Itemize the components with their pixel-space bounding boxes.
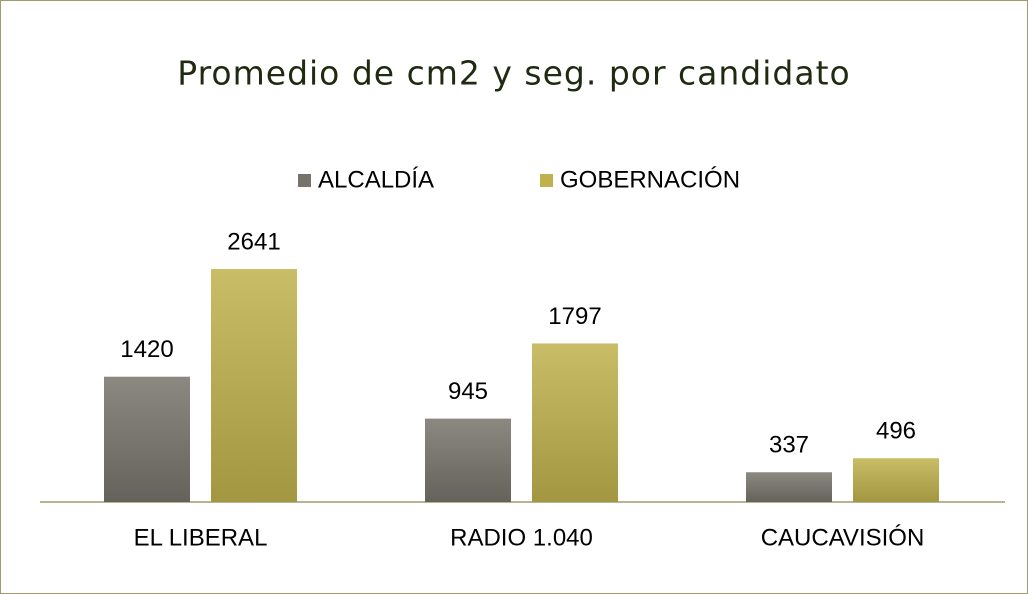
bar-shade [532, 343, 618, 502]
legend-label: GOBERNACIÓN [560, 166, 740, 193]
x-tick-label: EL LIBERAL [134, 524, 268, 551]
bar-shade [425, 418, 511, 502]
legend-swatch [540, 174, 553, 187]
chart-title: Promedio de cm2 y seg. por candidato [177, 54, 850, 93]
legend-label: ALCALDÍA [318, 166, 434, 193]
bar-shade [211, 269, 297, 502]
data-label: 337 [769, 432, 809, 459]
data-label: 496 [876, 418, 916, 445]
bar-shade [853, 458, 939, 502]
bar-shade [104, 376, 190, 502]
bar-shade [746, 472, 832, 502]
data-label: 2641 [227, 228, 280, 255]
data-label: 1797 [548, 303, 601, 330]
x-tick-label: CAUCAVISIÓN [761, 524, 925, 551]
legend-swatch [298, 174, 311, 187]
data-label: 945 [448, 378, 488, 405]
data-label: 1420 [120, 336, 173, 363]
x-tick-label: RADIO 1.040 [450, 524, 593, 551]
